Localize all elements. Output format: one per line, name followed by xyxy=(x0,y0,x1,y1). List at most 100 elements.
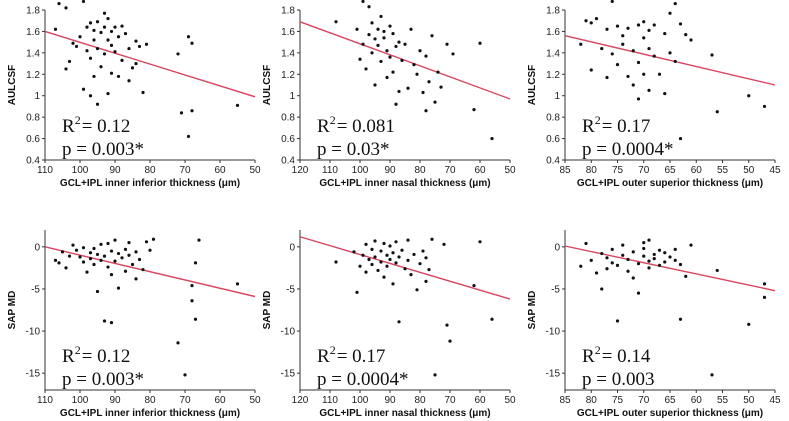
x-axis-label: GCL+IPL inner inferior thickness (μm) xyxy=(60,408,240,419)
data-point xyxy=(600,46,604,51)
data-point xyxy=(400,58,404,62)
data-point xyxy=(113,238,117,242)
data-point xyxy=(421,249,425,253)
data-point xyxy=(109,321,114,325)
data-point xyxy=(412,63,416,67)
y-tick-label: 1.8 xyxy=(546,6,560,17)
y-axis-label: SAP MD xyxy=(262,291,273,330)
data-point xyxy=(144,240,149,244)
data-point xyxy=(673,247,677,251)
data-point xyxy=(190,41,194,45)
data-point xyxy=(397,255,401,259)
data-point xyxy=(621,253,625,257)
p-value-text: p = 0.0004* xyxy=(582,139,673,160)
data-point xyxy=(418,49,422,53)
data-point xyxy=(673,1,677,6)
data-point xyxy=(388,24,392,28)
data-point xyxy=(373,83,377,87)
data-point xyxy=(78,255,82,259)
data-point xyxy=(176,341,180,345)
y-tick-label: 1.6 xyxy=(281,27,295,38)
data-point xyxy=(92,28,96,32)
data-point xyxy=(626,257,630,262)
data-point xyxy=(589,68,593,72)
data-point xyxy=(391,282,395,286)
panel-sapmd-outer-superior: 85 80 75 70 65 60 55 50 45 -15 -10 -5 0 GCL+IPL outer… xyxy=(527,230,781,419)
x-tick-label: 60 xyxy=(214,395,226,406)
y-tick-label: -15 xyxy=(281,369,296,380)
data-point xyxy=(631,250,635,254)
r-squared-text: R2= 0.12 xyxy=(62,343,130,367)
data-point xyxy=(445,42,449,46)
data-point xyxy=(102,319,107,323)
data-point xyxy=(657,248,662,252)
data-point xyxy=(478,41,482,45)
data-point xyxy=(379,260,383,264)
data-point xyxy=(382,29,386,34)
data-point xyxy=(579,264,583,268)
data-point xyxy=(605,267,609,271)
data-point xyxy=(370,51,374,55)
data-point xyxy=(64,266,68,270)
data-point xyxy=(67,59,72,64)
data-point xyxy=(74,44,79,49)
data-point xyxy=(657,72,662,76)
data-point xyxy=(663,91,667,96)
x-tick-label: 60 xyxy=(214,165,226,176)
data-point xyxy=(92,74,96,79)
r-squared-exponent: 2 xyxy=(75,113,81,127)
data-point xyxy=(186,134,191,139)
x-axis-label: GCL+IPL outer superior thickness (μm) xyxy=(577,408,763,419)
data-point xyxy=(388,257,392,262)
data-point xyxy=(355,27,359,31)
data-point xyxy=(99,65,103,69)
data-point xyxy=(81,260,86,264)
data-point xyxy=(92,38,96,42)
p-value-text: p = 0.0004* xyxy=(317,369,408,390)
data-point xyxy=(134,61,138,66)
x-tick-label: 75 xyxy=(612,395,624,406)
panel-aulcsf-outer-superior: 85 80 75 70 65 60 55 50 45 0.4 0.6 0.8 1 1.2 1.4 1.6 1.8… xyxy=(527,0,781,189)
data-point xyxy=(610,247,614,251)
x-tick-label: 90 xyxy=(384,165,396,176)
data-point xyxy=(81,0,86,4)
data-point xyxy=(684,33,688,37)
y-tick-label: 0 xyxy=(34,242,40,253)
data-point xyxy=(636,97,641,101)
data-point xyxy=(130,262,135,267)
data-point xyxy=(57,1,61,6)
data-point xyxy=(355,290,359,294)
data-point xyxy=(472,108,476,112)
y-tick-label: 0.6 xyxy=(281,134,295,145)
r-squared-value: = 0.081 xyxy=(337,116,395,137)
data-point xyxy=(433,100,437,104)
data-point xyxy=(642,246,646,251)
data-point xyxy=(652,252,656,257)
x-tick-label: 50 xyxy=(743,165,755,176)
data-point xyxy=(427,267,431,272)
x-axis-label: GCL+IPL outer superior thickness (μm) xyxy=(577,178,763,189)
data-point xyxy=(615,263,620,267)
data-point xyxy=(137,257,142,262)
x-tick-label: 60 xyxy=(691,395,703,406)
x-tick-label: 55 xyxy=(717,165,729,176)
x-axis-label: GCL+IPL inner nasal thickness (μm) xyxy=(319,178,490,189)
data-point xyxy=(594,271,599,275)
x-tick-label: 100 xyxy=(72,395,89,406)
data-point xyxy=(579,42,583,46)
data-point xyxy=(409,27,413,31)
y-tick-label: 0.4 xyxy=(26,156,40,167)
data-point xyxy=(176,52,180,56)
data-point xyxy=(53,27,58,31)
x-tick-label: 80 xyxy=(144,395,156,406)
data-point xyxy=(418,262,422,266)
r-squared-value: = 0.17 xyxy=(337,346,386,367)
y-tick-label: 1.2 xyxy=(546,70,560,81)
x-axis-label: GCL+IPL inner inferior thickness (μm) xyxy=(60,178,240,189)
x-tick-label: 60 xyxy=(474,395,486,406)
data-point xyxy=(78,35,82,39)
data-point xyxy=(376,43,380,47)
data-point xyxy=(621,243,625,247)
data-point xyxy=(358,264,362,268)
data-point xyxy=(762,295,767,299)
